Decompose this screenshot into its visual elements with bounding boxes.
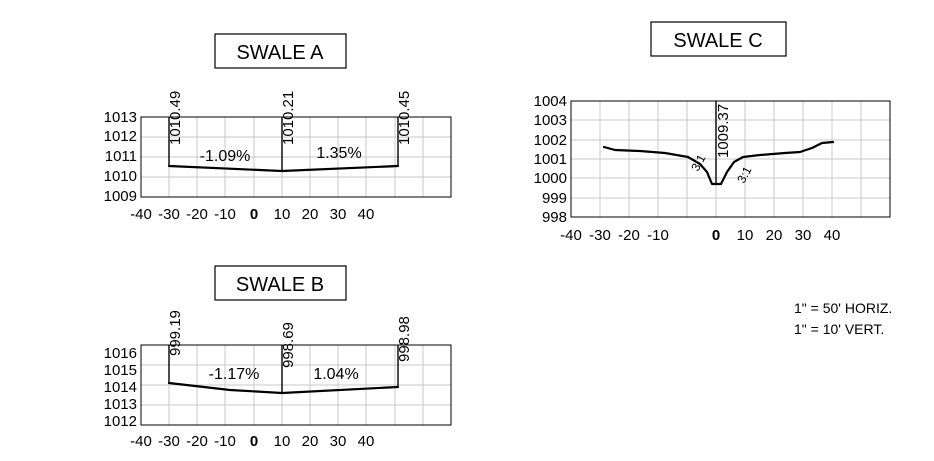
swale-a-left-slope: -1.09% [200,148,251,165]
swale-b-left-elevation: 999.19 [167,310,184,356]
swale-c-title: SWALE C [673,30,762,52]
swale-a-x-tick: -10 [214,206,236,223]
swale-c-y-tick: 1000 [534,170,567,187]
swale-b-x-tick: -20 [186,433,208,450]
swale-a-right-elevation: 1010.45 [396,91,413,145]
swale-b-center-elevation: 998.69 [280,322,297,368]
swale-a-y-tick: 1012 [104,128,137,145]
swale-b-y-tick: 1014 [104,379,137,396]
swale-b-y-tick: 1012 [104,413,137,430]
swale-c-y-tick: 1002 [534,132,567,149]
swale-a-y-tick: 1009 [104,188,137,205]
swale-c-y-tick: 999 [542,190,567,207]
scale-note: 1" = 50' HORIZ. 1" = 10' VERT. [794,300,892,337]
swale-b-x-tick: 30 [330,433,347,450]
swale-b-title: SWALE B [236,274,324,296]
swale-a-frame [140,116,452,198]
swale-b-y-tick: 1013 [104,396,137,413]
swale-b-y-tick: 1016 [104,345,137,362]
swale-c-x-tick: 0 [712,227,720,244]
swale-a-profile-line [167,164,400,173]
swale-b-x-tick: 40 [358,433,375,450]
swale-b-x-tick: 20 [302,433,319,450]
swale-b-left-slope: -1.17% [209,366,260,383]
swale-c-right-side-slope: 3:1 [734,164,754,186]
swale-c-title-box [650,21,787,57]
swale-c-x-axis: -40 -30 -20 -10 0 10 20 30 40 [560,227,840,244]
swale-c-x-tick: -20 [618,227,640,244]
swale-b-frame [140,344,452,426]
swale-c-x-tick: 40 [824,227,841,244]
swale-a-title-box [214,33,347,69]
swale-a-x-tick: -20 [186,206,208,223]
swale-c-y-tick: 1004 [534,93,567,110]
swale-c-y-tick: 1001 [534,151,567,168]
swale-c-x-tick: 10 [737,227,754,244]
swale-b-title-box [214,265,347,301]
swale-a-x-tick: -40 [130,206,152,223]
swale-c-profile-line [602,140,835,186]
swale-a-x-axis: -40 -30 -20 -10 0 10 20 30 40 [130,206,374,223]
swale-a-x-tick: 10 [274,206,291,223]
swale-c-x-tick: 30 [795,227,812,244]
swale-b-x-tick: 0 [250,433,258,450]
swale-a-x-tick: 20 [302,206,319,223]
swale-c-grid [571,101,890,217]
swale-b-profile-line [167,381,400,395]
swale-b-section: 1016 1015 1014 1013 1012 -40 -30 -20 -10… [104,265,452,450]
swale-a-x-tick: 40 [358,206,375,223]
swale-a-y-tick: 1011 [105,148,137,165]
swale-a-x-tick: 30 [330,206,347,223]
swale-b-right-elevation: 998.98 [396,316,413,362]
swale-b-x-axis: -40 -30 -20 -10 0 10 20 30 40 [130,433,374,450]
swale-a-x-tick: -30 [158,206,180,223]
swale-a-title: SWALE A [236,42,324,64]
swale-a-y-tick: 1013 [104,109,137,126]
swale-c-center-elevation: 1009.37 [715,104,732,158]
swale-b-x-tick: -40 [130,433,152,450]
swale-a-y-tick: 1010 [104,168,137,185]
swale-a-x-tick: 0 [250,206,258,223]
horizontal-scale: 1" = 50' HORIZ. [794,300,892,316]
swale-a-right-slope: 1.35% [316,145,361,162]
swale-c-x-tick: -10 [647,227,669,244]
swale-c-y-tick: 998 [542,209,567,226]
swale-b-x-tick: -30 [158,433,180,450]
swale-b-y-axis: 1016 1015 1014 1013 1012 [104,345,137,430]
swale-b-y-tick: 1015 [104,362,137,379]
swale-c-frame [570,100,891,218]
swale-a-y-axis: 1013 1012 1011 1010 1009 [104,109,137,205]
swale-b-x-tick: -10 [214,433,236,450]
vertical-scale: 1" = 10' VERT. [794,321,884,337]
swale-a-center-elevation: 1010.21 [280,91,297,145]
swale-c-section: 1004 1003 1002 1001 1000 999 998 -40 -30… [534,21,891,244]
swale-c-x-tick: -40 [560,227,582,244]
swale-b-x-tick: 10 [274,433,291,450]
swale-c-y-tick: 1003 [534,112,567,129]
swale-c-x-tick: -30 [589,227,611,244]
swale-c-y-axis: 1004 1003 1002 1001 1000 999 998 [534,93,567,226]
swale-c-x-tick: 20 [766,227,783,244]
swale-b-right-slope: 1.04% [313,366,358,383]
swale-a-left-elevation: 1010.49 [167,91,184,145]
swale-a-section: 1013 1012 1011 1010 1009 -40 -30 -20 -10… [104,33,452,223]
